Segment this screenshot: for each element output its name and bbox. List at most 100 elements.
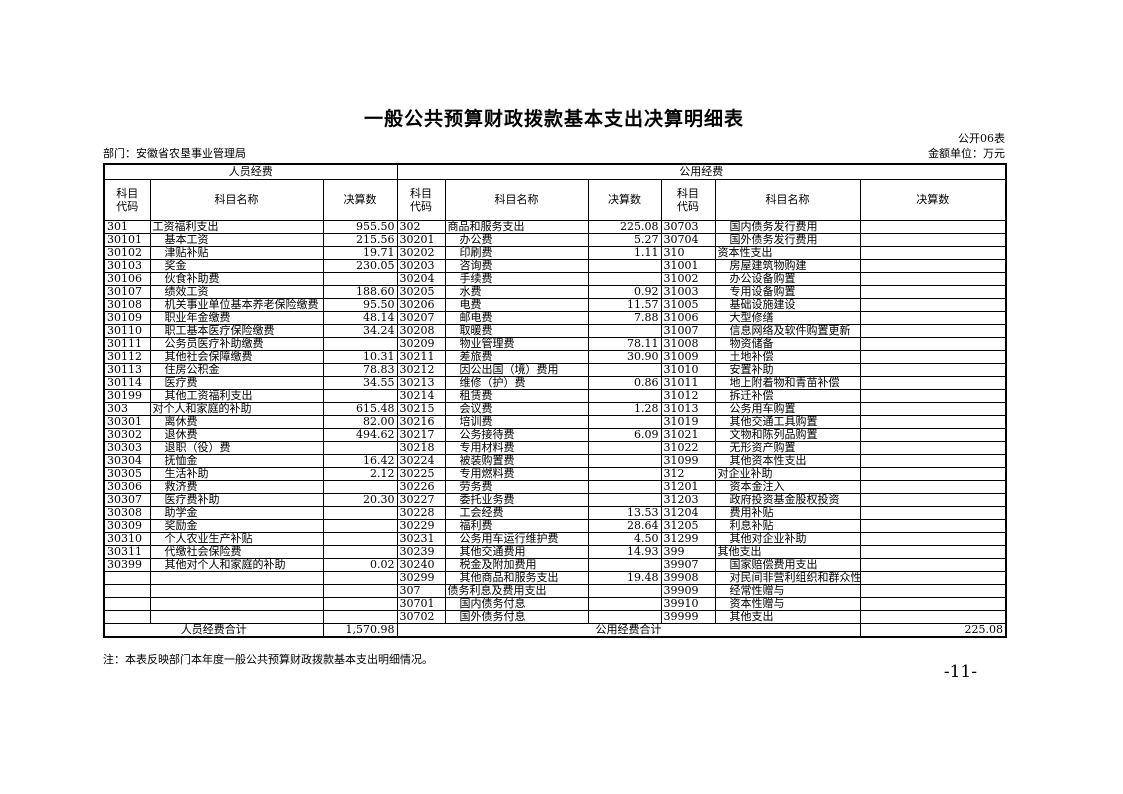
- subject-name-cell: 医疗费: [149, 375, 324, 390]
- subject-name-cell: 对个人和家庭的补助: [149, 401, 324, 416]
- subject-code-cell: [103, 583, 151, 598]
- table-row: 30310 个人农业生产补贴 30231 公务用车运行维护费 4.50 31299 其他对企…: [103, 531, 1007, 546]
- table-row: 30308 助学金 30228 工会经费 13.53 31204 费用补贴: [103, 505, 1007, 520]
- subject-name-cell: 代缴社会保险费: [149, 544, 324, 559]
- amount-cell: 20.30: [322, 492, 398, 507]
- subject-name-cell: 资本性支出: [714, 245, 861, 260]
- subject-code-cell: 30110: [103, 323, 151, 338]
- subject-name-cell: 其他交通工具购置: [714, 414, 861, 429]
- subject-code-cell: 30205: [396, 284, 446, 299]
- group-header-personnel: 人员经费: [103, 163, 398, 180]
- department-label: 部门：安徽省农垦事业管理局: [103, 147, 246, 160]
- amount-cell: [322, 570, 398, 585]
- subject-code-cell: 31203: [660, 492, 716, 507]
- amount-cell: 188.60: [322, 284, 398, 299]
- amount-cell: [859, 271, 1007, 286]
- totals-row: 人员经费合计 1,570.98 公用经费合计 225.08: [103, 622, 1007, 637]
- subject-code-cell: 30209: [396, 336, 446, 351]
- expenditure-detail-table: 人员经费 公用经费 科目代码 科目名称 决算数 科目代码 科目名称 决算数 科目…: [103, 163, 1007, 638]
- subject-name-cell: 津贴补贴: [149, 245, 324, 260]
- amount-cell: [859, 362, 1007, 377]
- subject-name-cell: 咨询费: [444, 258, 589, 273]
- subject-code-cell: 30109: [103, 310, 151, 325]
- subject-code-cell: 31002: [660, 271, 716, 286]
- amount-cell: [859, 284, 1007, 299]
- amount-cell: 0.02: [322, 557, 398, 572]
- subject-name-cell: 职工基本医疗保险缴费: [149, 323, 324, 338]
- subject-code-cell: 30218: [396, 440, 446, 455]
- subject-name-cell: 利息补贴: [714, 518, 861, 533]
- subject-code-cell: 30229: [396, 518, 446, 533]
- amount-cell: [322, 518, 398, 533]
- amount-cell: [859, 336, 1007, 351]
- subject-code-cell: 30113: [103, 362, 151, 377]
- table-row: 30307 医疗费补助 20.30 30227 委托业务费 31203 政府投资基金股权投资: [103, 492, 1007, 507]
- amount-cell: [322, 609, 398, 624]
- subject-code-cell: 31001: [660, 258, 716, 273]
- subject-code-cell: 30306: [103, 479, 151, 494]
- subject-name-cell: 抚恤金: [149, 453, 324, 468]
- subject-code-cell: 30201: [396, 232, 446, 247]
- subject-name-cell: 其他支出: [714, 609, 861, 624]
- subject-code-cell: [103, 596, 151, 611]
- amount-cell: 1.11: [587, 245, 662, 260]
- amount-cell: [587, 479, 662, 494]
- amount-cell: 30.90: [587, 349, 662, 364]
- subject-code-cell: 31009: [660, 349, 716, 364]
- subject-code-cell: 30311: [103, 544, 151, 559]
- column-header-name-3: 科目名称: [714, 178, 861, 221]
- subject-code-cell: 30101: [103, 232, 151, 247]
- amount-cell: [587, 440, 662, 455]
- subject-code-cell: 30107: [103, 284, 151, 299]
- subject-name-cell: 物业管理费: [444, 336, 589, 351]
- amount-cell: [859, 466, 1007, 481]
- table-row: 301 工资福利支出 955.50 302 商品和服务支出 225.08 30703 国内债务…: [103, 219, 1007, 234]
- subject-name-cell: 其他支出: [714, 544, 861, 559]
- subject-name-cell: 其他资本性支出: [714, 453, 861, 468]
- subject-code-cell: 31005: [660, 297, 716, 312]
- table-row: 30110 职工基本医疗保险缴费 34.24 30208 取暖费 31007 信息网络及软件…: [103, 323, 1007, 338]
- amount-cell: 2.12: [322, 466, 398, 481]
- subject-code-cell: 39908: [660, 570, 716, 585]
- subject-code-cell: 30216: [396, 414, 446, 429]
- table-row: 303 对个人和家庭的补助 615.48 30215 会议费 1.28 31013 公务用车购…: [103, 401, 1007, 416]
- amount-cell: [587, 271, 662, 286]
- subject-name-cell: 培训费: [444, 414, 589, 429]
- subject-name-cell: 公务用车购置: [714, 401, 861, 416]
- subject-code-cell: 31003: [660, 284, 716, 299]
- amount-cell: [322, 440, 398, 455]
- amount-cell: 16.42: [322, 453, 398, 468]
- subject-code-cell: 30213: [396, 375, 446, 390]
- table-row: 30102 津贴补贴 19.71 30202 印刷费 1.11 310 资本性支出: [103, 245, 1007, 260]
- page-title: 一般公共预算财政拨款基本支出决算明细表: [363, 108, 744, 130]
- amount-cell: 5.27: [587, 232, 662, 247]
- subject-name-cell: 医疗费补助: [149, 492, 324, 507]
- subject-name-cell: 公务接待费: [444, 427, 589, 442]
- amount-cell: 19.71: [322, 245, 398, 260]
- amount-cell: [859, 583, 1007, 598]
- amount-cell: 19.48: [587, 570, 662, 585]
- amount-cell: 11.57: [587, 297, 662, 312]
- subject-name-cell: 绩效工资: [149, 284, 324, 299]
- subject-code-cell: 30215: [396, 401, 446, 416]
- amount-cell: [859, 310, 1007, 325]
- subject-code-cell: 30239: [396, 544, 446, 559]
- subject-code-cell: 31201: [660, 479, 716, 494]
- amount-cell: 14.93: [587, 544, 662, 559]
- subject-code-cell: 30701: [396, 596, 446, 611]
- subject-name-cell: 个人农业生产补贴: [149, 531, 324, 546]
- subject-name-cell: 土地补偿: [714, 349, 861, 364]
- column-header-name-2: 科目名称: [444, 178, 589, 221]
- column-header-amount-3: 决算数: [859, 178, 1007, 221]
- subject-code-cell: 31099: [660, 453, 716, 468]
- amount-cell: [859, 557, 1007, 572]
- subject-name-cell: 退休费: [149, 427, 324, 442]
- subject-code-cell: 31006: [660, 310, 716, 325]
- subject-name-cell: 地上附着物和青苗补偿: [714, 375, 861, 390]
- subject-code-cell: 30224: [396, 453, 446, 468]
- subject-name-cell: 助学金: [149, 505, 324, 520]
- amount-cell: [859, 414, 1007, 429]
- subject-name-cell: 专用燃料费: [444, 466, 589, 481]
- amount-cell: [587, 323, 662, 338]
- amount-cell: [859, 544, 1007, 559]
